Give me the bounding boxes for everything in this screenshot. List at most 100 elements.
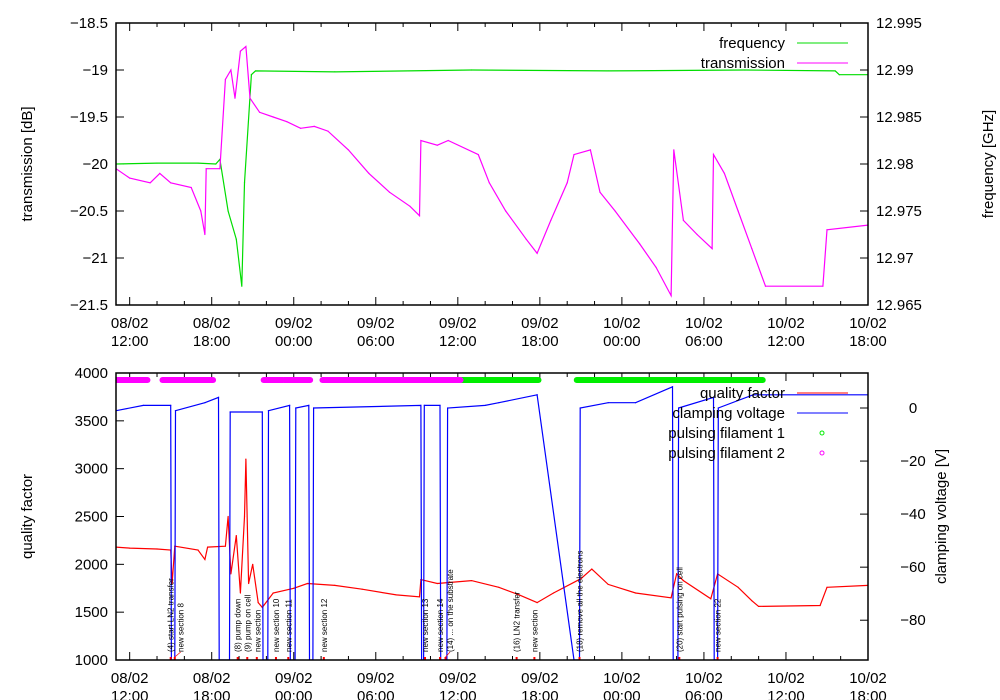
data-point [670,597,672,599]
y-tick-label: −18.5 [70,15,108,32]
data-point [671,386,674,388]
y-tick-label: −19.5 [70,109,108,126]
x-tick-label-date: 09/02 [357,670,395,687]
data-point [313,125,315,127]
x-tick-label-time: 12:00 [111,688,149,700]
data-point [230,573,232,575]
y-tick-label: 4000 [75,365,108,382]
y2-axis-label: frequency [GHz] [980,110,997,218]
top-panel: 08/0212:0008/0218:0009/0200:0009/0206:00… [19,15,997,350]
data-point [149,182,151,184]
annotation-label: new section 12 [320,598,329,652]
data-point [241,285,243,287]
data-point [248,582,250,585]
data-point [655,266,657,268]
x-tick-label-date: 08/02 [111,670,149,687]
plot-area: (4) start LN2 transfer new section 8 (8) p… [116,377,868,660]
data-point [239,50,242,52]
annotation-label: new section 22 [714,598,723,652]
annotation-label: new section 13 [421,598,430,652]
annotation-label: (16) LN2 transfer [513,591,522,652]
x-tick-label-date: 10/02 [849,670,887,687]
legend-marker [819,450,825,456]
data-point [234,97,236,99]
x-tick-label-time: 12:00 [767,333,805,350]
x-tick-label-date: 10/02 [767,315,805,332]
data-point [142,404,144,406]
data-point [197,162,199,164]
x-tick-label-time: 06:00 [685,688,723,700]
data-point [758,605,760,608]
data-point [446,407,449,409]
data-point [250,74,252,76]
data-point [204,233,206,236]
legend-label: transmission [701,55,785,72]
data-point [682,579,685,582]
x-tick-label-time: 18:00 [521,688,559,700]
data-point [170,404,172,406]
x-tick-label-date: 10/02 [685,670,723,687]
data-point [243,515,246,518]
y-tick-label: −20.5 [70,203,108,220]
data-point [289,404,291,406]
x-tick-label-date: 09/02 [357,315,395,332]
data-point [737,586,739,588]
y2-tick-label: −20 [900,453,925,470]
y2-tick-label: −80 [900,612,925,629]
data-point [272,116,274,118]
legend-label: clamping voltage [672,405,785,422]
data-point [712,154,715,156]
x-tick-label-time: 12:00 [439,688,477,700]
y2-tick-label: 12.98 [876,156,914,173]
data-point [579,407,581,409]
x-tick-label-date: 09/02 [275,315,313,332]
x-tick-label-time: 12:00 [439,333,477,350]
plot-frame [115,372,869,661]
y-tick-label: 3500 [75,413,108,430]
y2-tick-label: 12.97 [876,250,914,267]
y2-tick-label: −60 [900,559,925,576]
data-point [347,149,350,151]
data-point [670,295,672,297]
x-tick-label-time: 18:00 [193,333,231,350]
data-point [200,210,202,212]
data-point [834,70,836,72]
data-point [243,182,246,184]
data-point [235,535,237,537]
data-point [696,233,698,236]
data-point [249,97,251,99]
data-point [826,229,828,231]
data-point [751,600,753,602]
data-point [751,248,753,250]
annotation-label: (4) start LN2 transfer [167,578,176,652]
annotation-label: (9) pump on cell [244,594,253,652]
data-point [205,168,207,170]
legend-label: pulsing filament 1 [668,425,785,442]
x-tick-label-time: 00:00 [603,688,641,700]
data-point [573,154,575,156]
annotation-leader [445,651,451,658]
data-point [418,215,421,217]
data-point [712,396,715,399]
y2-tick-label: 12.965 [876,297,922,314]
data-point [361,588,363,590]
data-point [368,172,370,174]
data-point [470,69,473,71]
data-point [566,182,568,184]
data-point [436,144,438,146]
y-tick-label: 1000 [75,652,108,669]
data-point [477,154,479,156]
x-tick-label-time: 06:00 [357,333,395,350]
data-point [245,458,247,460]
data-point [224,545,226,547]
y2-axis-label: clamping voltage [V] [933,449,950,584]
data-point [245,45,247,48]
data-point [744,69,746,71]
data-point [498,586,500,588]
x-tick-label-date: 09/02 [521,315,559,332]
annotation-label: new section 11 [284,599,293,652]
legend-marker [819,430,825,436]
data-point [129,177,131,179]
y-tick-label: 2000 [75,556,108,573]
data-point [525,238,527,240]
